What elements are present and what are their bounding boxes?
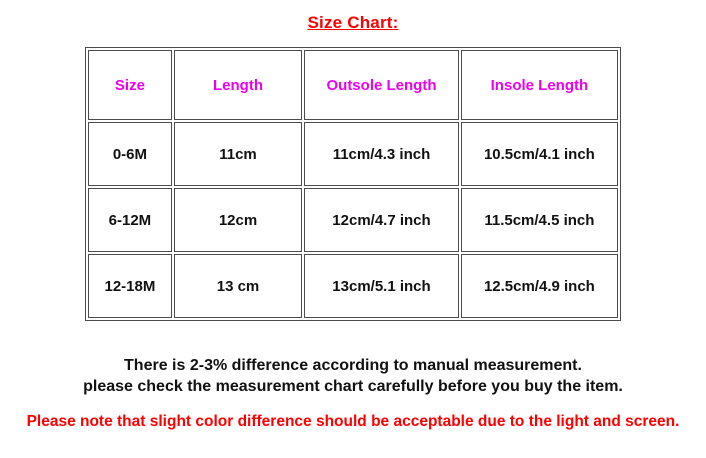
measurement-note-line1: There is 2-3% difference according to ma… xyxy=(124,357,582,374)
cell-length: 11cm xyxy=(173,122,303,186)
cell-size: 6-12M xyxy=(88,188,172,252)
table-row: 0-6M 11cm 11cm/4.3 inch 10.5cm/4.1 inch xyxy=(88,122,618,186)
cell-outsole-length: 13cm/5.1 inch xyxy=(304,254,459,318)
cell-outsole-length: 11cm/4.3 inch xyxy=(304,122,459,186)
cell-outsole-length: 12cm/4.7 inch xyxy=(304,188,459,252)
cell-insole-length: 10.5cm/4.1 inch xyxy=(460,122,618,186)
size-chart-table: Size Length Outsole Length Insole Length… xyxy=(85,47,621,321)
col-header-insole-length: Insole Length xyxy=(460,50,618,120)
measurement-note: There is 2-3% difference according to ma… xyxy=(0,355,706,397)
measurement-note-line2: please check the measurement chart caref… xyxy=(83,378,623,395)
cell-size: 12-18M xyxy=(88,254,172,318)
cell-length: 12cm xyxy=(173,188,303,252)
cell-insole-length: 12.5cm/4.9 inch xyxy=(460,254,618,318)
col-header-outsole-length: Outsole Length xyxy=(304,50,459,120)
table-row: 6-12M 12cm 12cm/4.7 inch 11.5cm/4.5 inch xyxy=(88,188,618,252)
table-row: 12-18M 13 cm 13cm/5.1 inch 12.5cm/4.9 in… xyxy=(88,254,618,318)
col-header-length: Length xyxy=(173,50,303,120)
col-header-size: Size xyxy=(88,50,172,120)
cell-size: 0-6M xyxy=(88,122,172,186)
page-title: Size Chart: xyxy=(307,13,399,32)
cell-length: 13 cm xyxy=(173,254,303,318)
cell-insole-length: 11.5cm/4.5 inch xyxy=(460,188,618,252)
header-row: Size Length Outsole Length Insole Length xyxy=(88,50,618,120)
color-difference-note: Please note that slight color difference… xyxy=(26,413,680,430)
